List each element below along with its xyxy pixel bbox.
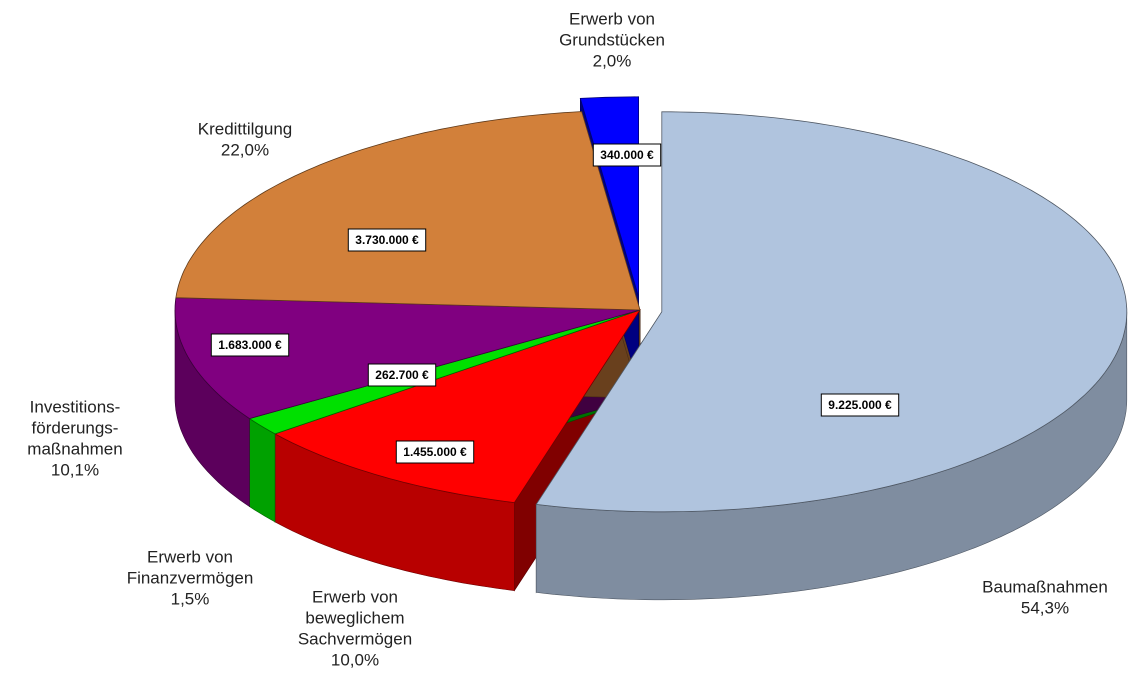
slice — [174, 297, 641, 420]
amount-box — [395, 440, 475, 464]
slice-label: Kredittilgung — [198, 119, 293, 138]
slice — [273, 309, 641, 504]
amount-label: 3.730.000 € — [355, 233, 419, 247]
amount-label: 1.683.000 € — [218, 338, 282, 352]
percent-label: 1,5% — [171, 589, 210, 608]
slice-label: Grundstücken — [559, 30, 665, 49]
slice-label: förderungs- — [32, 418, 119, 437]
slice-label: Erwerb von — [147, 547, 233, 566]
amount-box — [592, 143, 662, 167]
slice-wall — [249, 418, 276, 523]
amount-box — [367, 363, 437, 387]
slice-label: maßnahmen — [27, 439, 122, 458]
slice — [248, 309, 641, 435]
percent-label: 10,0% — [331, 650, 379, 669]
amount-label: 340.000 € — [600, 148, 654, 162]
percent-label: 22,0% — [221, 140, 269, 159]
amount-label: 262.700 € — [375, 368, 429, 382]
slice-label: Erwerb von — [569, 9, 655, 28]
slice — [535, 111, 1128, 513]
amount-box — [820, 393, 900, 417]
slice-label: Baumaßnahmen — [982, 577, 1108, 596]
slice — [175, 111, 641, 311]
amount-box — [210, 333, 290, 357]
slice-label: Sachvermögen — [298, 629, 412, 648]
slice-label: beweglichem — [305, 608, 404, 627]
slice-label: Erwerb von — [312, 587, 398, 606]
percent-label: 10,1% — [51, 460, 99, 479]
amount-label: 1.455.000 € — [403, 445, 467, 459]
percent-label: 54,3% — [1021, 598, 1069, 617]
percent-label: 2,0% — [593, 51, 632, 70]
slice-label: Investitions- — [30, 397, 121, 416]
amount-label: 9.225.000 € — [828, 398, 892, 412]
slice-label: Finanzvermögen — [127, 568, 254, 587]
amount-box — [347, 228, 427, 252]
